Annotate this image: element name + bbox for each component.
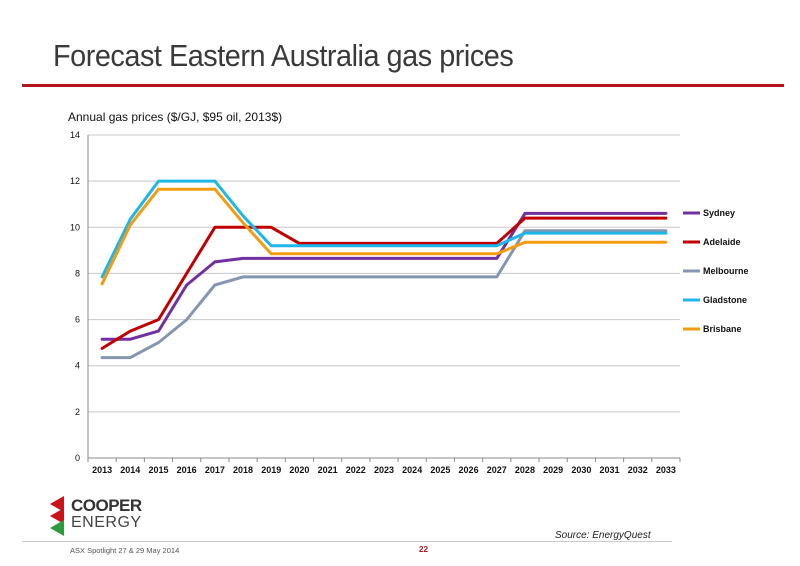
source-note: Source: EnergyQuest <box>555 530 651 541</box>
series-line-adelaide <box>100 216 668 350</box>
y-tick-label: 2 <box>75 407 80 417</box>
y-tick-label: 8 <box>75 268 80 278</box>
y-tick-label: 12 <box>70 176 80 186</box>
x-tick-label: 2024 <box>402 465 422 475</box>
x-tick-label: 2029 <box>543 465 563 475</box>
x-tick-label: 2017 <box>205 465 225 475</box>
chart-legend: Sydney Adelaide Melbourne Gladstone Brisbane <box>683 208 749 334</box>
x-tick-label: 2027 <box>487 465 507 475</box>
footer-divider <box>22 541 672 542</box>
series-line-brisbane <box>100 187 668 286</box>
x-tick-label: 2020 <box>289 465 309 475</box>
legend-label-brisbane: Brisbane <box>703 324 742 334</box>
x-tick-label: 2023 <box>374 465 394 475</box>
x-axis-ticks: 2013 2014 2015 2016 2017 2018 2019 2020 2021 2022… <box>87 458 681 475</box>
y-tick-label: 4 <box>75 361 80 371</box>
legend-label-sydney: Sydney <box>703 208 735 218</box>
y-tick-label: 0 <box>75 453 80 463</box>
series-line-gladstone <box>100 179 668 279</box>
chart-gridlines <box>87 134 680 459</box>
x-tick-label: 2013 <box>92 465 112 475</box>
title-underline <box>22 84 784 87</box>
logo-line2: ENERGY <box>71 514 142 531</box>
logo-line1: COOPER <box>71 496 142 515</box>
x-tick-label: 2021 <box>318 465 338 475</box>
legend-label-melbourne: Melbourne <box>703 266 749 276</box>
x-tick-label: 2015 <box>148 465 168 475</box>
y-tick-label: 6 <box>75 315 80 325</box>
x-tick-label: 2014 <box>120 465 140 475</box>
x-tick-label: 2031 <box>600 465 620 475</box>
legend-label-adelaide: Adelaide <box>703 237 741 247</box>
y-axis-ticks: 0 2 4 6 8 10 12 14 <box>70 130 80 463</box>
series-line-melbourne <box>100 229 668 360</box>
logo-mark-icon <box>50 496 64 536</box>
x-tick-label: 2026 <box>459 465 479 475</box>
slide-title: Forecast Eastern Australia gas prices <box>53 38 514 73</box>
chart-title: Annual gas prices ($/GJ, $95 oil, 2013$) <box>68 110 283 124</box>
x-tick-label: 2022 <box>346 465 366 475</box>
x-tick-label: 2028 <box>515 465 535 475</box>
x-tick-label: 2018 <box>233 465 253 475</box>
footer-text: ASX Spotlight 27 & 29 May 2014 <box>70 546 180 555</box>
x-tick-label: 2033 <box>656 465 676 475</box>
y-tick-label: 14 <box>70 130 80 140</box>
x-tick-label: 2019 <box>261 465 281 475</box>
legend-label-gladstone: Gladstone <box>703 295 747 305</box>
chart-series <box>100 179 668 360</box>
x-tick-label: 2025 <box>430 465 450 475</box>
x-tick-label: 2016 <box>177 465 197 475</box>
series-line-sydney <box>100 211 668 341</box>
page-number: 22 <box>419 545 428 554</box>
x-tick-label: 2030 <box>571 465 591 475</box>
x-tick-label: 2032 <box>628 465 648 475</box>
y-tick-label: 10 <box>70 222 80 232</box>
company-logo: COOPER ENERGY <box>44 494 154 542</box>
